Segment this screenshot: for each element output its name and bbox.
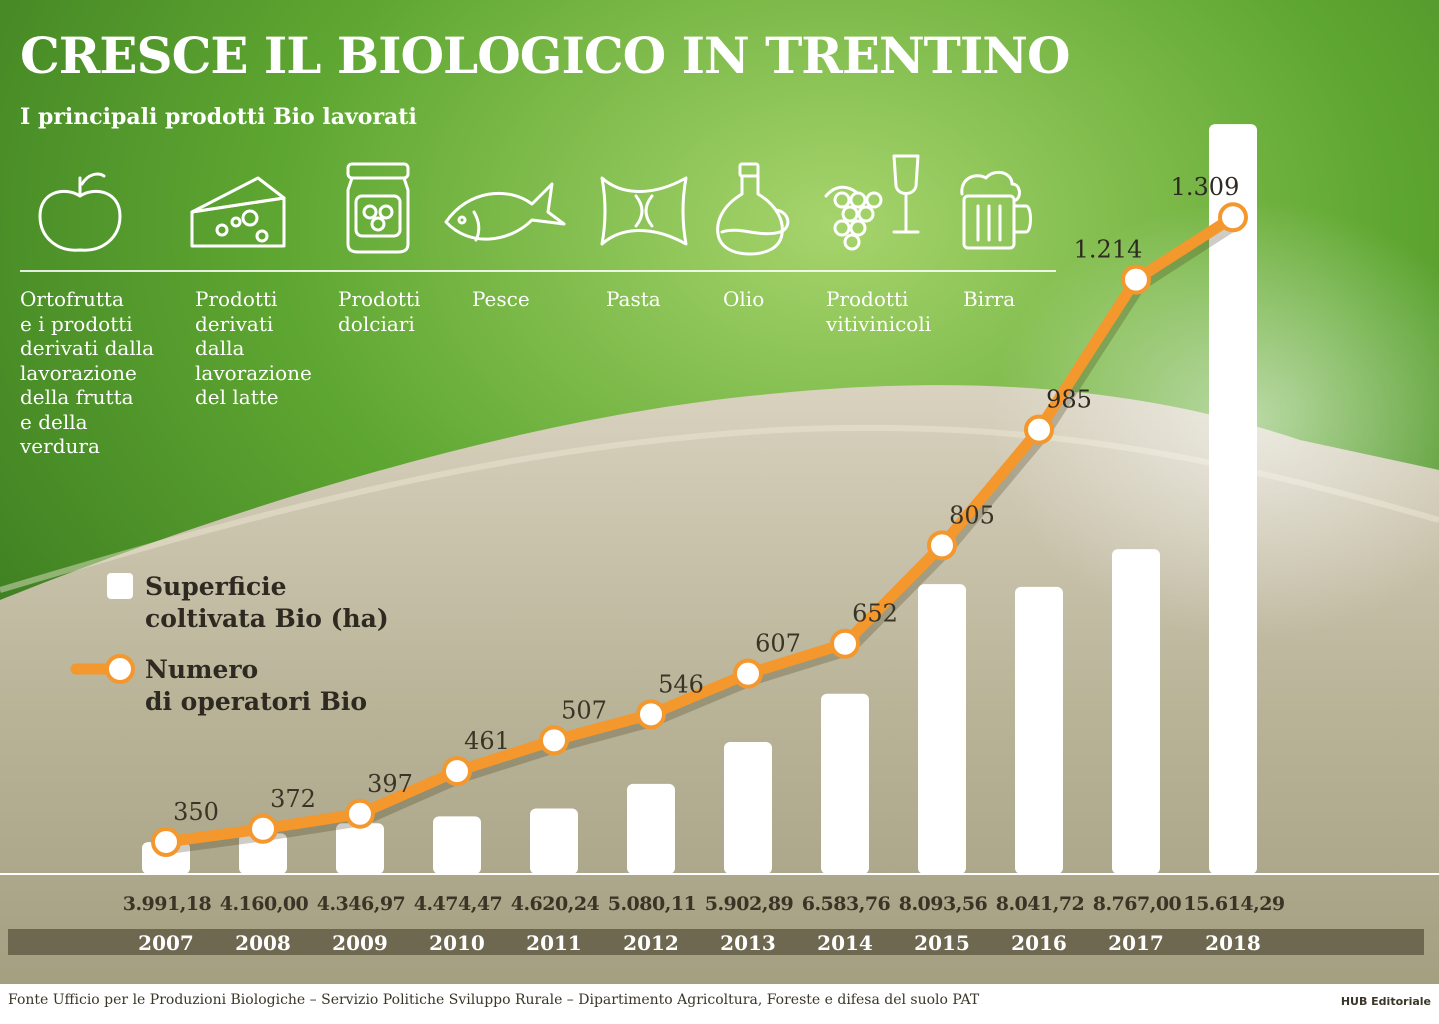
product-label: Pesce	[472, 287, 530, 311]
line-value-label: 350	[173, 798, 219, 826]
bar-2017	[1112, 549, 1160, 874]
page-title: CRESCE IL BIOLOGICO IN TRENTINO	[20, 26, 1071, 85]
bar-2016	[1015, 586, 1063, 874]
jam-jar-icon	[346, 162, 410, 254]
cheese-icon	[190, 176, 286, 248]
year-label: 2008	[235, 931, 291, 955]
line-value-label: 461	[464, 727, 510, 755]
labels-group: 350 372 397 461 507 546 607 652 805 985 1.214 1.309…	[123, 173, 1286, 955]
beer-mug-icon	[960, 170, 1032, 250]
bar-value-label: 4.620,24	[511, 893, 600, 915]
product-label: Pasta	[606, 287, 661, 311]
grapes-wine-icon	[824, 154, 920, 251]
bar-2018	[1209, 124, 1257, 874]
year-label: 2013	[720, 931, 776, 955]
bar-2011	[530, 808, 578, 874]
bars-group	[142, 124, 1257, 874]
line-point-2017	[1121, 264, 1151, 295]
year-label: 2016	[1011, 931, 1067, 955]
bar-2009	[336, 823, 384, 874]
bar-value-label: 5.902,89	[705, 893, 794, 915]
line-point-2007	[151, 827, 181, 857]
legend-line-label: Numero di operatori Bio	[145, 655, 368, 716]
legend-line-marker	[105, 654, 135, 684]
bar-value-label: 8.093,56	[899, 893, 988, 915]
line-point-2015	[927, 530, 957, 561]
line-value-label: 546	[658, 670, 704, 698]
line-value-label: 1.309	[1171, 173, 1240, 201]
line-point-2018	[1218, 202, 1248, 233]
legend-bars-label: Superficie coltivata Bio (ha)	[145, 572, 389, 633]
bar-value-label: 4.474,47	[414, 893, 503, 915]
bar-value-label: 6.583,76	[802, 893, 891, 915]
product-icons	[38, 154, 1032, 256]
year-label: 2014	[817, 931, 873, 955]
year-label: 2007	[138, 931, 194, 955]
bar-2012	[627, 783, 675, 874]
product-label: Olio	[723, 287, 765, 311]
line-value-label: 372	[270, 785, 316, 813]
year-label: 2012	[623, 931, 679, 955]
brand-credit: HUB Editoriale	[1340, 995, 1431, 1008]
line-point-2013	[733, 658, 763, 689]
product-label: Prodotti derivati dalla lavorazione del …	[195, 287, 312, 409]
line-value-label: 1.214	[1074, 236, 1143, 264]
bar-2010	[433, 816, 481, 874]
bar-value-label: 15.614,29	[1183, 893, 1285, 915]
year-label: 2015	[914, 931, 970, 955]
line-point-2009	[345, 798, 375, 829]
bar-2015	[918, 584, 966, 874]
product-label: Ortofrutta e i prodotti derivati dalla l…	[20, 287, 155, 458]
line-group	[151, 202, 1248, 857]
operators-line	[160, 211, 1239, 848]
page-subtitle: I principali prodotti Bio lavorati	[20, 104, 417, 130]
product-label: Prodotti dolciari	[338, 287, 421, 336]
line-value-label: 607	[755, 630, 801, 658]
product-label: Prodotti vitivinicoli	[826, 287, 932, 336]
pasta-icon	[600, 176, 688, 246]
year-label: 2017	[1108, 931, 1164, 955]
year-label: 2010	[429, 931, 485, 955]
bar-value-label: 8.767,00	[1093, 893, 1182, 915]
line-point-2010	[442, 756, 472, 787]
line-value-label: 397	[367, 770, 413, 798]
bar-value-label: 5.080,11	[608, 893, 697, 915]
line-value-label: 507	[561, 696, 607, 724]
product-label: Birra	[963, 287, 1016, 311]
line-value-label: 652	[852, 600, 898, 628]
bar-2014	[821, 693, 869, 874]
source-note: Fonte Ufficio per le Produzioni Biologic…	[8, 992, 980, 1008]
line-value-label: 805	[949, 501, 995, 529]
legend-bar-swatch	[107, 573, 133, 599]
bar-value-label: 3.991,18	[123, 893, 212, 915]
bar-2013	[724, 741, 772, 874]
year-label: 2009	[332, 931, 388, 955]
apple-icon	[38, 172, 122, 252]
bar-value-label: 4.160,00	[220, 893, 309, 915]
oil-bottle-icon	[716, 162, 790, 256]
bar-value-label: 4.346,97	[317, 893, 406, 915]
year-label: 2018	[1205, 931, 1261, 955]
fish-icon	[444, 182, 566, 242]
bar-value-label: 8.041,72	[996, 893, 1085, 915]
year-band	[8, 929, 1424, 955]
line-value-label: 985	[1046, 386, 1092, 414]
line-point-2016	[1024, 414, 1054, 445]
line-point-2011	[539, 725, 569, 756]
line-point-2014	[830, 628, 860, 659]
line-shadow	[168, 216, 1240, 854]
line-point-2012	[636, 699, 666, 730]
year-label: 2011	[526, 931, 582, 955]
bar-2008	[239, 833, 287, 874]
line-point-2008	[248, 813, 278, 844]
